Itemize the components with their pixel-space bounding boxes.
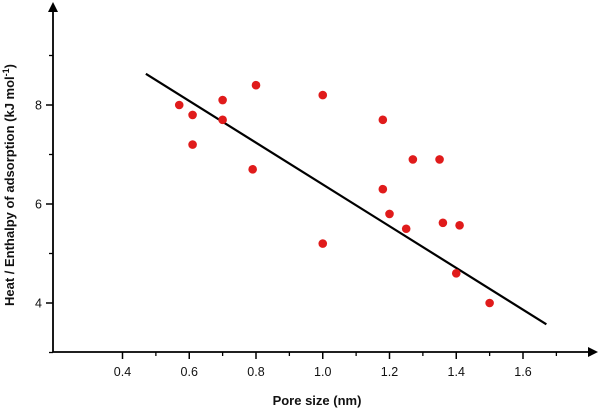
y-axis-title-main: Heat / Enthalpy of adsorption (kJ mol <box>2 76 17 306</box>
x-axis-title: Pore size (nm) <box>273 393 362 408</box>
data-point <box>248 165 257 174</box>
data-points <box>174 80 494 308</box>
x-tick-label: 1.2 <box>381 365 398 379</box>
data-point <box>385 209 394 219</box>
x-tick-label: 1.4 <box>448 365 465 379</box>
y-tick-label: 8 <box>35 99 42 113</box>
data-point <box>174 100 184 110</box>
data-point <box>378 115 388 125</box>
data-point <box>408 155 418 164</box>
y-axis-title: Heat / Enthalpy of adsorption (kJ mol-1) <box>1 64 17 306</box>
data-point <box>188 110 197 120</box>
data-point <box>435 155 444 164</box>
axes: 0.4 0.6 0.8 1.0 1.2 1.4 1.6 4 6 8 <box>35 2 598 379</box>
y-tick-label: 6 <box>35 198 42 212</box>
data-point <box>218 95 227 105</box>
y-tick-label: 4 <box>35 297 42 311</box>
data-point <box>485 298 494 308</box>
x-tick-label: 0.6 <box>181 365 198 379</box>
y-axis-arrow <box>48 2 58 12</box>
fit-line-layer <box>145 72 547 326</box>
y-axis-title-superscript: -1 <box>1 68 11 76</box>
fit-line <box>145 72 547 326</box>
data-point <box>318 90 328 100</box>
data-point <box>318 239 328 248</box>
x-tick-label: 0.8 <box>247 365 264 379</box>
data-point <box>378 184 388 194</box>
data-point <box>188 140 197 149</box>
data-point <box>401 224 411 234</box>
x-tick-label: 1.6 <box>514 365 531 379</box>
axis-labels: Pore size (nm) Heat / Enthalpy of adsorp… <box>1 64 361 408</box>
data-point <box>455 220 464 230</box>
data-point <box>251 80 261 90</box>
data-point <box>218 115 227 125</box>
x-tick-label: 0.4 <box>114 365 131 379</box>
y-axis-title-close: ) <box>2 64 17 68</box>
data-point <box>438 218 448 228</box>
x-axis-arrow <box>588 347 598 357</box>
x-tick-label: 1.0 <box>314 365 331 379</box>
data-point <box>451 269 461 278</box>
